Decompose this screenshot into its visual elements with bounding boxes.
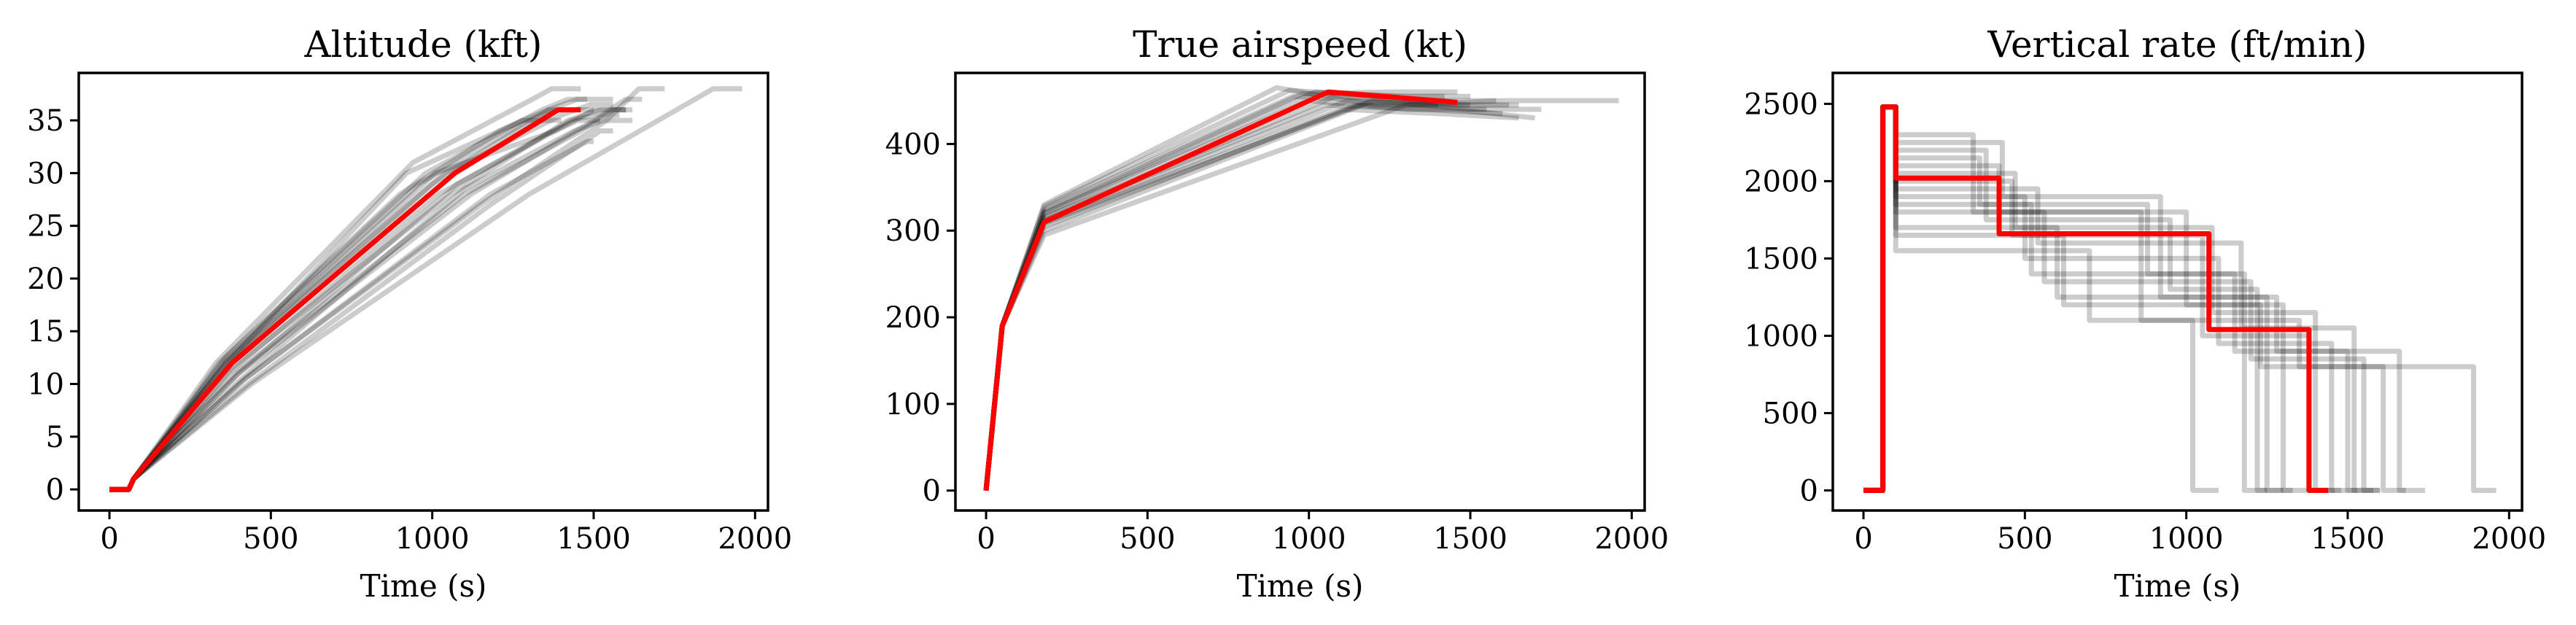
airspeed-xtick-label: 1500 xyxy=(1433,522,1508,556)
altitude-ytick-label: 35 xyxy=(27,104,64,138)
airspeed-series-line-8 xyxy=(983,98,1619,492)
vertical-rate-x-axis-label: Time (s) xyxy=(2114,568,2241,604)
airspeed-ytick-label: 200 xyxy=(885,301,941,335)
airspeed-xtick-label: 0 xyxy=(977,522,995,556)
airspeed-ytick-label: 400 xyxy=(885,128,941,161)
altitude-ytick-label: 5 xyxy=(46,421,64,454)
altitude-series-group xyxy=(109,86,742,492)
airspeed-series-line-6 xyxy=(983,102,1535,492)
vertical-rate-ytick-label: 0 xyxy=(1800,474,1818,508)
altitude-ytick-label: 25 xyxy=(27,210,64,244)
altitude-xtick-label: 1500 xyxy=(556,522,631,556)
airspeed-series-line-7 xyxy=(983,98,1542,492)
altitude-ytick-label: 15 xyxy=(27,315,64,349)
vertical-rate-xtick-label: 500 xyxy=(1997,522,2052,556)
altitude-xtick-label: 0 xyxy=(100,522,118,556)
altitude-panel: Altitude (kft) 0 500 1000 1500 2000 0 5 10 15 20 25… xyxy=(27,23,792,604)
altitude-ytick-label: 0 xyxy=(46,473,64,507)
airspeed-reference-line xyxy=(983,89,1458,492)
airspeed-ytick-label: 0 xyxy=(923,475,941,508)
airspeed-xtick-label: 500 xyxy=(1120,522,1175,556)
airspeed-series-line-3 xyxy=(983,98,1487,492)
altitude-ytick-label: 10 xyxy=(27,368,64,402)
vertical-rate-xtick-label: 0 xyxy=(1854,522,1872,556)
vertical-rate-xtick-label: 1500 xyxy=(2311,522,2385,556)
altitude-xtick-label: 1000 xyxy=(395,522,470,556)
vertical-rate-panel: Vertical rate (ft/min) 0 500 1000 1500 2000 0 5… xyxy=(1744,23,2546,604)
airspeed-x-axis-label: Time (s) xyxy=(1237,568,1364,604)
vertical-rate-ytick-label: 2000 xyxy=(1744,165,1818,198)
altitude-series-line-11 xyxy=(109,86,742,492)
airspeed-series-group xyxy=(983,85,1619,492)
vertical-rate-ytick-label: 1000 xyxy=(1744,319,1818,353)
vertical-rate-title: Vertical rate (ft/min) xyxy=(1987,23,2367,66)
airspeed-ytick-label: 300 xyxy=(885,214,941,248)
altitude-xtick-label: 2000 xyxy=(718,522,792,556)
vertical-rate-series-group xyxy=(1863,104,2497,493)
airspeed-xtick-label: 1000 xyxy=(1272,522,1346,556)
altitude-ytick-label: 30 xyxy=(27,157,64,190)
vertical-rate-ytick-label: 2500 xyxy=(1744,88,1818,121)
airspeed-panel: True airspeed (kt) 0 500 1000 1500 2000 0 100 20… xyxy=(885,23,1669,604)
vertical-rate-ytick-label: 500 xyxy=(1763,397,1818,430)
vertical-rate-xtick-label: 1000 xyxy=(2149,522,2224,556)
vertical-rate-xtick-label: 2000 xyxy=(2472,522,2546,556)
altitude-plot-frame xyxy=(77,71,769,512)
vertical-rate-ytick-label: 1500 xyxy=(1744,242,1818,276)
altitude-reference-line xyxy=(109,107,581,492)
vertical-rate-plot-frame xyxy=(1831,71,2523,512)
vertical-rate-reference-line xyxy=(1863,104,2329,493)
altitude-xtick-label: 500 xyxy=(243,522,298,556)
airspeed-series-line-5 xyxy=(983,106,1519,492)
altitude-ytick-label: 20 xyxy=(27,263,64,296)
airspeed-plot-frame xyxy=(954,71,1646,512)
altitude-x-axis-label: Time (s) xyxy=(360,568,487,604)
airspeed-xtick-label: 2000 xyxy=(1594,522,1669,556)
airspeed-ytick-label: 100 xyxy=(885,388,941,422)
airspeed-title: True airspeed (kt) xyxy=(1133,23,1467,66)
airspeed-series-line-12 xyxy=(983,98,1510,492)
altitude-title: Altitude (kft) xyxy=(304,23,543,66)
